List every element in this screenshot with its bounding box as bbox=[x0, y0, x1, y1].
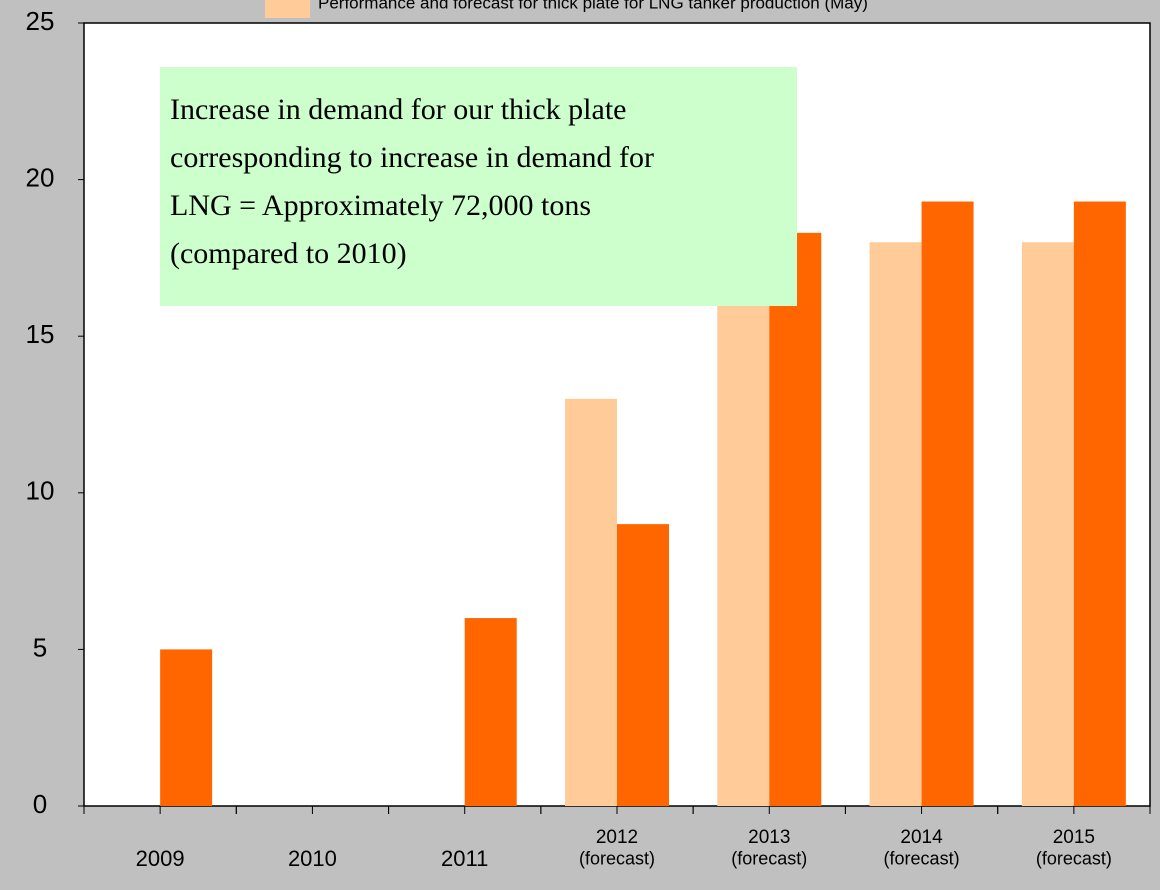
bar bbox=[1021, 242, 1074, 807]
x-tick-label: 2012 (forecast) bbox=[579, 827, 655, 868]
bar bbox=[1073, 201, 1126, 807]
x-tick-label: 2013 (forecast) bbox=[731, 827, 807, 868]
y-tick-label: 10 bbox=[26, 476, 55, 506]
x-tick-label: 2015 (forecast) bbox=[1036, 827, 1112, 868]
legend-label: Performance and forecast for thick plate… bbox=[318, 0, 868, 12]
annotation-text: LNG = Approximately 72,000 tons bbox=[170, 189, 591, 222]
y-tick-label: 0 bbox=[33, 789, 47, 819]
bar bbox=[565, 398, 617, 806]
legend-swatch bbox=[265, 0, 310, 18]
bar bbox=[769, 232, 822, 806]
x-tick-label: 2014 (forecast) bbox=[884, 827, 960, 868]
y-tick-label: 20 bbox=[26, 162, 55, 192]
annotation-text: (compared to 2010) bbox=[170, 237, 407, 270]
y-tick-label: 25 bbox=[26, 6, 55, 36]
annotation-text: Increase in demand for our thick plate bbox=[170, 93, 626, 126]
annotation-text: corresponding to increase in demand for bbox=[170, 141, 654, 174]
x-tick-label: 2009 bbox=[136, 846, 185, 871]
annotation-box bbox=[160, 67, 797, 306]
x-tick-label: 2010 bbox=[288, 846, 337, 871]
bar bbox=[617, 524, 669, 806]
x-tick-label: 2011 bbox=[441, 846, 488, 871]
y-tick-label: 15 bbox=[26, 319, 55, 349]
bar bbox=[464, 618, 517, 806]
bar bbox=[160, 649, 213, 806]
bar bbox=[921, 201, 974, 807]
bar bbox=[717, 242, 770, 807]
bar bbox=[869, 242, 922, 807]
y-tick-label: 5 bbox=[33, 632, 47, 662]
